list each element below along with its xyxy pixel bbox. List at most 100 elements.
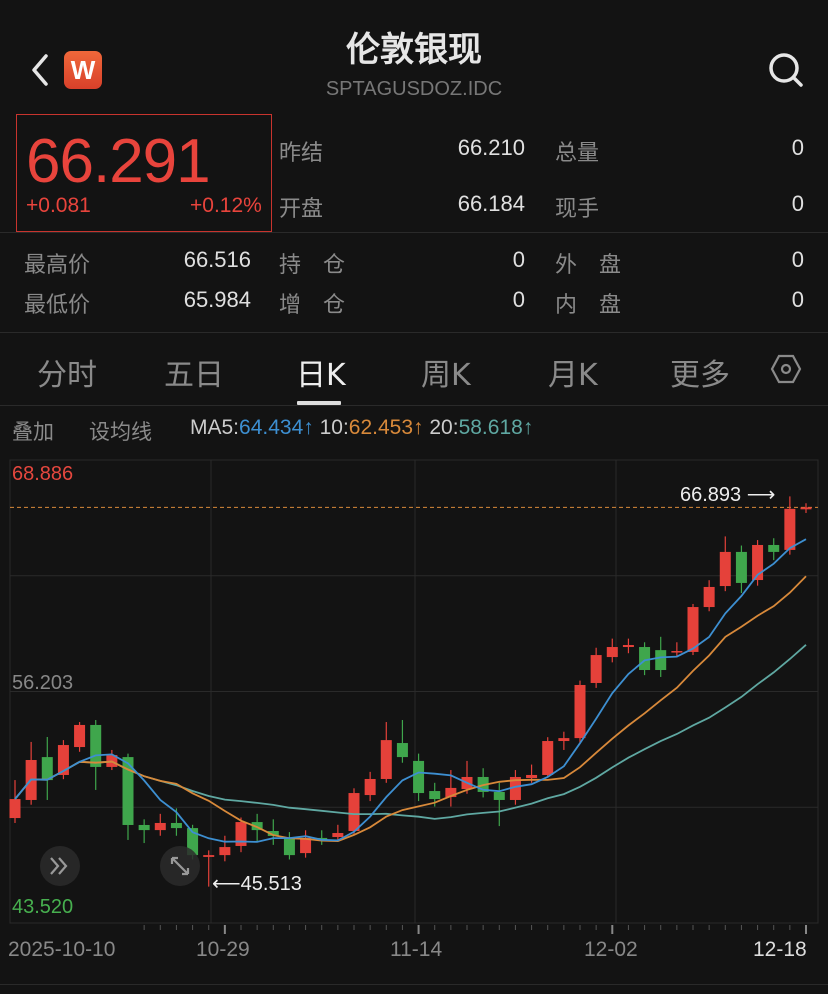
stat-value: 0 (512, 247, 525, 272)
price-change-pct: +0.12% (190, 194, 262, 217)
tab-monthly-k[interactable]: 月K (548, 358, 598, 393)
candle-body (800, 507, 812, 510)
symbol-code: SPTAGUSDOZ.IDC (325, 78, 503, 100)
stat-value: 66.210 (457, 135, 525, 160)
x-tick-label: 2025-10-10 (8, 938, 116, 961)
candle-body (9, 799, 21, 819)
up-arrow-icon: ↑ (303, 416, 314, 439)
candle-body (283, 837, 295, 856)
low-marker: ⟵45.513 (212, 873, 302, 895)
stat-label: 昨结 (279, 141, 324, 166)
x-tick-label: 10-29 (196, 938, 250, 961)
tab-weekly-k[interactable]: 周K (421, 358, 471, 393)
stat-value: 0 (512, 287, 525, 312)
candle-body (380, 740, 392, 779)
candle-body (138, 824, 150, 831)
stat-label: 现手 (555, 197, 600, 222)
tab-more[interactable]: 更多 (670, 358, 730, 393)
tab-daily-k[interactable]: 日K (296, 358, 346, 393)
candle-body (251, 822, 263, 831)
candle-body (542, 741, 554, 775)
candle-body (122, 757, 134, 825)
ma-legend: MA5:64.434↑ 10:62.453↑ 20:58.618↑ (190, 416, 533, 440)
stat-label: 总量 (555, 141, 600, 166)
stat-value: 0 (791, 287, 804, 312)
divider (0, 332, 828, 333)
candle-body (703, 586, 715, 608)
candle-body (413, 760, 425, 794)
stat-value: 0 (791, 247, 804, 272)
ma10-line (14, 575, 807, 843)
price-box (16, 114, 272, 232)
candle-body (639, 647, 651, 671)
x-tick-label: 11-14 (390, 938, 443, 961)
candle-body (622, 645, 634, 648)
last-price: 66.291 (26, 127, 211, 196)
y-mid-label: 56.203 (12, 672, 74, 694)
high-value: 66.893 (680, 484, 742, 506)
candle-body (493, 791, 505, 800)
stat-label: 内 盘 (555, 293, 622, 318)
active-tab-indicator (297, 401, 341, 405)
stat-value: 66.516 (183, 247, 251, 272)
hexagon-settings-icon[interactable] (770, 352, 802, 386)
candle-body (509, 776, 521, 800)
y-max-label: 68.886 (12, 463, 74, 485)
candle-body (768, 544, 780, 552)
candle-body (90, 724, 102, 767)
candle-body (203, 855, 215, 857)
overlay-button[interactable]: 叠加 (12, 421, 54, 444)
divider (0, 984, 828, 985)
ma20-value: 58.618 (458, 416, 523, 439)
up-arrow-icon: ↑ (522, 416, 534, 439)
candle-body (300, 837, 312, 854)
chevron-left-icon[interactable] (26, 52, 56, 88)
ma20-label: 20: (429, 416, 459, 439)
stat-label: 外 盘 (555, 253, 622, 278)
candle-body (74, 724, 86, 748)
stat-label: 开盘 (279, 197, 324, 222)
x-tick-label: 12-18 (753, 938, 807, 961)
candle-body (752, 544, 764, 581)
candle-body (590, 655, 602, 683)
x-tick-label: 12-02 (584, 938, 638, 961)
candle-body (526, 774, 538, 779)
candle-body (784, 508, 796, 550)
ma5-line (14, 538, 807, 843)
candle-body (445, 787, 457, 798)
tab-five-day[interactable]: 五日 (164, 358, 224, 393)
candle-body (687, 607, 699, 652)
candle-body (574, 684, 586, 739)
stat-label: 最低价 (24, 293, 91, 318)
search-icon[interactable] (766, 50, 806, 90)
stat-value: 0 (791, 191, 804, 216)
candle-body (429, 791, 441, 800)
candle-body (364, 778, 376, 796)
candle-body (735, 551, 747, 583)
divider (0, 405, 828, 406)
up-arrow-icon: ↑ (413, 416, 424, 439)
resize-arrows-icon[interactable] (160, 846, 200, 886)
stat-value: 66.184 (457, 191, 525, 216)
candle-body (267, 831, 279, 836)
double-chevron-right-icon[interactable] (40, 846, 80, 886)
stat-value: 65.984 (183, 287, 251, 312)
set-ma-button[interactable]: 设均线 (89, 421, 152, 444)
app-logo: W (64, 51, 102, 89)
tab-intraday[interactable]: 分时 (37, 358, 97, 393)
candle-body (606, 647, 618, 658)
candle-body (558, 738, 570, 742)
candle-body (235, 822, 247, 846)
stat-label: 持 仓 (279, 253, 346, 278)
page-title: 伦敦银现 (346, 30, 482, 70)
ma20-line (14, 644, 807, 820)
price-change: +0.081 (26, 194, 91, 217)
ma10-value: 62.453 (348, 416, 414, 439)
stat-value: 0 (791, 135, 804, 160)
candle-body (655, 650, 667, 671)
divider (0, 232, 828, 233)
ma10-label: 10: (319, 416, 349, 439)
candle-body (396, 743, 408, 758)
candle-body (671, 651, 683, 653)
